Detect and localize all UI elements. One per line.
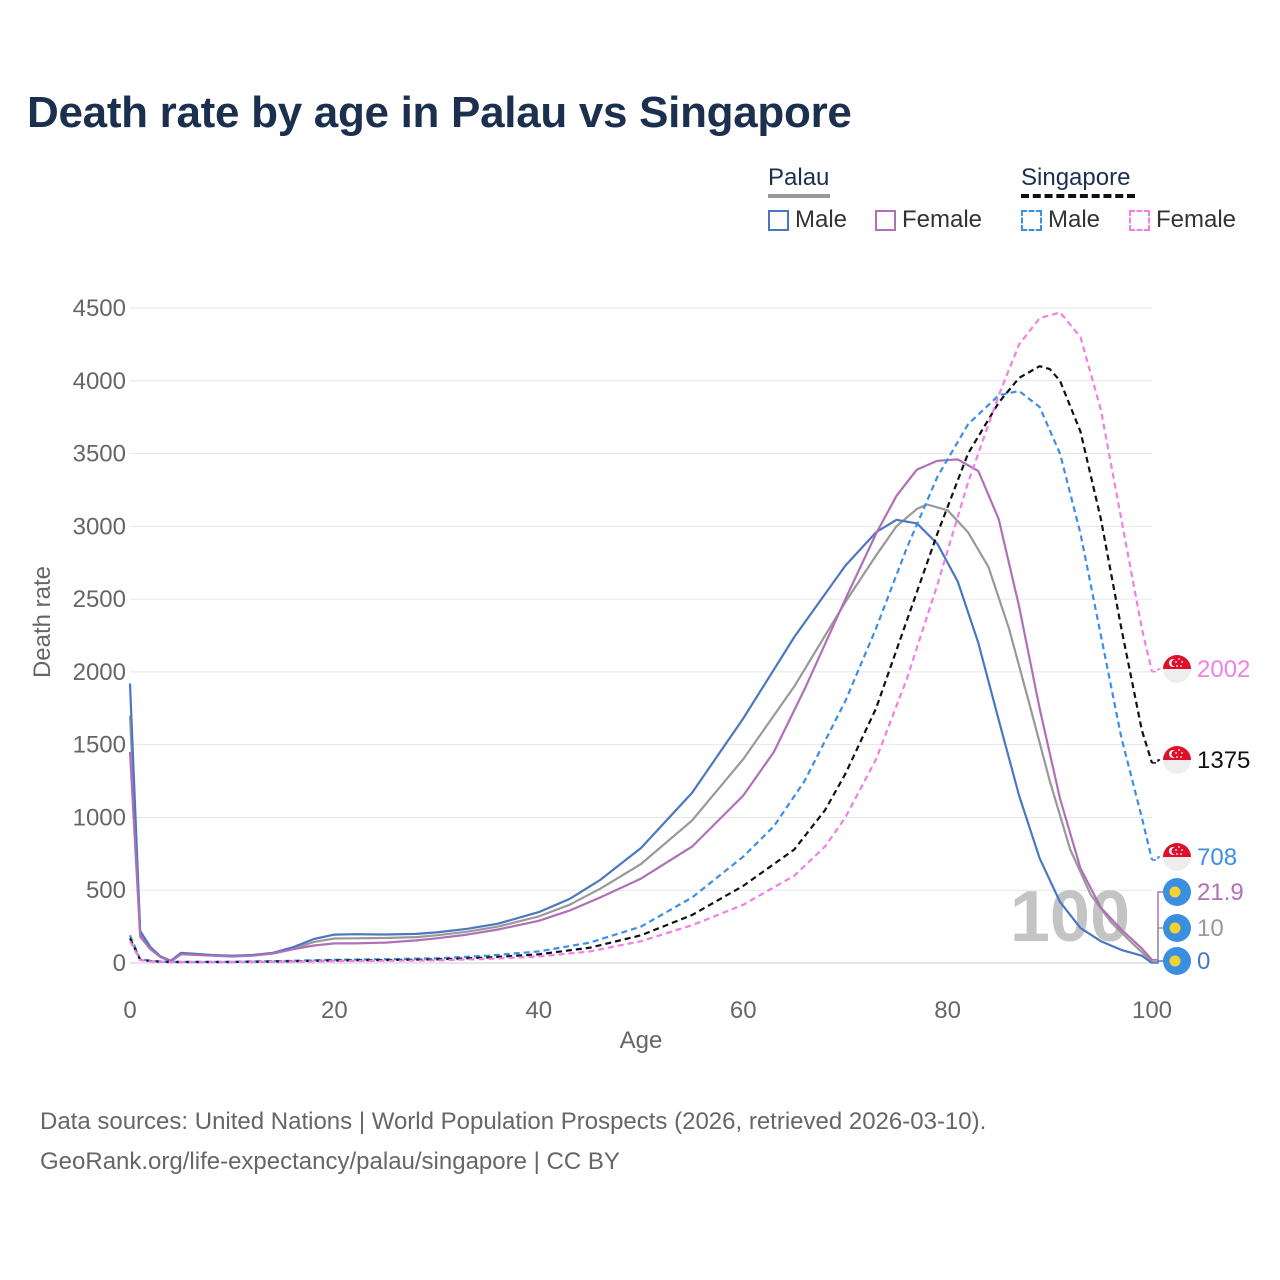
series-line-singapore-female[interactable]: [129, 311, 1154, 964]
legend-item-singapore-female[interactable]: Female: [1129, 206, 1236, 234]
y-tick-label: 1000: [73, 804, 126, 831]
series-line-palau-male[interactable]: [128, 518, 1153, 964]
legend-group-line: [768, 194, 830, 198]
series-line-singapore-male[interactable]: [128, 389, 1154, 963]
palau-flag-icon: [1163, 878, 1191, 906]
palau-flag-icon: [1163, 914, 1191, 942]
end-label-value: 1375: [1197, 747, 1250, 774]
legend-group-label: Palau: [768, 164, 830, 191]
legend-item-label: Female: [1156, 206, 1237, 233]
legend-item-palau-female[interactable]: Female: [875, 206, 982, 234]
legend-swatch: [1129, 209, 1150, 231]
legend-item-palau-male[interactable]: Male: [768, 206, 847, 234]
x-tick-label: 20: [321, 997, 348, 1024]
end-labels: 2002 1375 708 21.9 10 0: [1152, 655, 1250, 975]
y-axis-label: Death rate: [29, 566, 56, 678]
end-label-value: 708: [1197, 844, 1237, 871]
x-tick-label: 40: [525, 997, 552, 1024]
y-axis-ticks: 0 500 1000 1500 2000 2500 3000 3500 4000 4500: [73, 295, 126, 977]
source-line-2[interactable]: GeoRank.org/life-expectancy/palau/singap…: [40, 1148, 620, 1175]
x-axis-ticks: 0 20 40 60 80 100: [123, 997, 1172, 1024]
legend-swatch: [768, 209, 789, 231]
series-line-singapore-both[interactable]: [129, 365, 1154, 964]
end-label-connector: [1152, 960, 1164, 964]
y-tick-label: 4500: [73, 295, 126, 322]
series-line-palau-female[interactable]: [128, 458, 1153, 963]
y-tick-label: 3000: [73, 513, 126, 540]
grid-lines: [130, 307, 1152, 964]
legend-group-line: [1021, 194, 1135, 198]
legend-item-label: Male: [795, 206, 848, 233]
y-tick-label: 2500: [73, 586, 126, 613]
x-tick-label: 60: [730, 997, 757, 1024]
end-label-connector: [1152, 856, 1164, 861]
x-tick-label: 0: [123, 997, 136, 1024]
singapore-flag-icon: [1163, 746, 1191, 774]
singapore-flag-icon: [1163, 843, 1191, 871]
y-tick-label: 1500: [73, 732, 126, 759]
end-label-connector: [1152, 927, 1164, 963]
legend-group-singapore[interactable]: Singapore: [1021, 164, 1135, 198]
x-axis-label: Age: [620, 1027, 663, 1054]
source-line-1: Data sources: United Nations | World Pop…: [40, 1108, 987, 1135]
end-label-value: 10: [1197, 915, 1224, 942]
palau-flag-icon: [1163, 947, 1191, 975]
legend-item-label: Male: [1048, 206, 1101, 233]
legend-item-label: Female: [902, 206, 983, 233]
legend-swatch: [1021, 209, 1042, 231]
end-label-value: 21.9: [1197, 879, 1244, 906]
end-label-connector: [1152, 759, 1164, 764]
series-line-palau-both[interactable]: [128, 503, 1153, 963]
end-label-value: 2002: [1197, 656, 1250, 683]
singapore-flag-icon: [1163, 655, 1191, 683]
y-tick-label: 4000: [73, 368, 126, 395]
end-label-connector: [1152, 668, 1164, 673]
legend-group-label: Singapore: [1021, 164, 1131, 191]
legend-item-singapore-male[interactable]: Male: [1021, 206, 1100, 234]
y-tick-label: 3500: [73, 441, 126, 468]
chart-title: Death rate by age in Palau vs Singapore: [27, 88, 852, 137]
y-tick-label: 2000: [73, 659, 126, 686]
end-label-connector: [1152, 891, 1164, 961]
legend-group-palau[interactable]: Palau: [768, 164, 830, 198]
x-tick-label: 100: [1132, 997, 1172, 1024]
x-tick-label: 80: [934, 997, 961, 1024]
end-label-value: 0: [1197, 948, 1210, 975]
y-tick-label: 500: [86, 877, 126, 904]
series-lines: [128, 311, 1154, 964]
y-tick-label: 0: [113, 950, 126, 977]
legend-swatch: [875, 209, 896, 231]
